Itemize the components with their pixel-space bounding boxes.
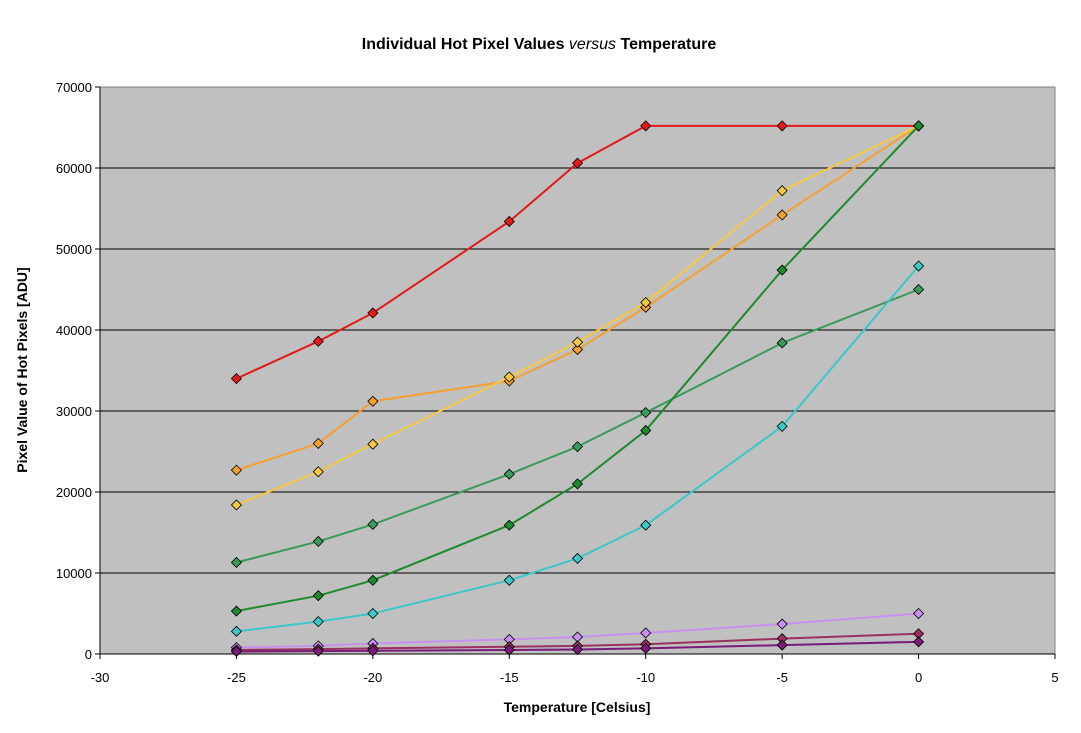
series-line	[236, 612, 919, 649]
data-point-marker	[776, 209, 788, 221]
data-point-marker	[230, 625, 242, 637]
data-point-marker	[367, 438, 379, 450]
data-point-marker	[776, 618, 788, 630]
data-point-marker	[571, 157, 584, 169]
series-line	[236, 125, 920, 472]
data-point-marker	[776, 120, 788, 132]
data-point-marker	[367, 307, 379, 319]
data-point-marker	[640, 407, 652, 419]
y-tick-label: 60000	[56, 161, 92, 176]
x-tick-label: 0	[915, 670, 922, 685]
data-point-marker	[367, 607, 379, 620]
series-4	[230, 283, 925, 569]
series-3	[230, 120, 925, 511]
series-line	[236, 265, 920, 633]
data-point-marker	[503, 468, 515, 480]
data-point-marker	[913, 283, 925, 296]
data-point-marker	[312, 645, 324, 657]
data-point-marker	[503, 215, 515, 228]
x-tick-label: -15	[500, 670, 519, 685]
data-point-marker	[312, 590, 324, 602]
y-axis-title: Pixel Value of Hot Pixels [ADU]	[14, 267, 30, 472]
data-point-marker	[913, 636, 925, 648]
data-point-marker	[312, 535, 324, 547]
data-point-marker	[230, 605, 242, 617]
series-group	[230, 120, 925, 658]
data-point-marker	[640, 642, 652, 654]
y-tick-label: 20000	[56, 485, 92, 500]
data-point-marker	[571, 478, 584, 490]
chart-title: Individual Hot Pixel Values versus Tempe…	[362, 36, 717, 53]
data-point-marker	[503, 519, 515, 531]
series-2	[230, 120, 925, 476]
data-point-marker	[776, 264, 788, 276]
series-line	[236, 288, 919, 564]
data-point-marker	[571, 552, 584, 564]
data-point-marker	[312, 335, 324, 347]
data-point-marker	[503, 644, 515, 656]
data-point-marker	[776, 185, 788, 197]
x-axis-title: Temperature [Celsius]	[504, 699, 651, 715]
series-9	[230, 636, 925, 658]
data-point-marker	[913, 260, 925, 272]
data-point-marker	[503, 371, 515, 383]
y-tick-label: 0	[85, 647, 92, 662]
x-tick-label: -10	[636, 670, 655, 685]
series-6	[230, 260, 925, 637]
y-tick-label: 50000	[56, 242, 92, 257]
x-tick-label: 5	[1051, 670, 1058, 685]
data-point-marker	[230, 464, 242, 476]
series-line	[236, 125, 920, 613]
data-point-marker	[776, 639, 788, 651]
data-point-marker	[913, 120, 925, 132]
data-point-marker	[367, 574, 379, 586]
data-point-marker	[230, 646, 242, 658]
plot-area	[99, 86, 1056, 655]
data-point-marker	[312, 466, 324, 478]
y-tick-label: 70000	[56, 80, 92, 95]
data-point-marker	[571, 643, 584, 656]
chart-title-part-1: Individual Hot Pixel Values	[362, 36, 569, 53]
data-point-marker	[367, 518, 379, 530]
axes: 0 10000 20000 30000 40000 50000 60000 70000 -30 -…	[56, 80, 1059, 685]
data-point-marker	[640, 519, 652, 531]
data-point-marker	[571, 441, 584, 453]
data-point-marker	[776, 420, 788, 432]
data-point-marker	[571, 343, 584, 356]
data-point-marker	[367, 645, 379, 657]
x-tick-label: -30	[91, 670, 110, 685]
data-point-marker	[776, 337, 788, 349]
series-line	[236, 124, 919, 380]
data-point-marker	[230, 556, 242, 569]
y-tick-label: 40000	[56, 323, 92, 338]
data-point-marker	[640, 424, 652, 437]
y-tick-label: 10000	[56, 566, 92, 581]
data-point-marker	[367, 395, 379, 407]
data-point-marker	[913, 607, 925, 620]
series-line	[236, 632, 919, 651]
y-tick-label: 30000	[56, 404, 92, 419]
chart-title-part-2: Temperature	[621, 36, 717, 53]
series-line	[236, 640, 919, 653]
data-point-marker	[312, 616, 324, 628]
x-tick-label: -5	[776, 670, 788, 685]
data-point-marker	[571, 336, 584, 348]
data-point-marker	[503, 574, 515, 586]
x-tick-label: -25	[227, 670, 246, 685]
data-point-marker	[640, 296, 652, 309]
data-point-marker	[230, 373, 242, 385]
series-line	[236, 124, 920, 506]
data-point-marker	[230, 499, 242, 511]
data-point-marker	[640, 120, 652, 132]
x-tick-label: -20	[363, 670, 382, 685]
series-5	[230, 120, 925, 617]
data-point-marker	[312, 437, 324, 449]
chart-title-emphasis: versus	[569, 36, 616, 53]
data-point-marker	[640, 627, 652, 639]
